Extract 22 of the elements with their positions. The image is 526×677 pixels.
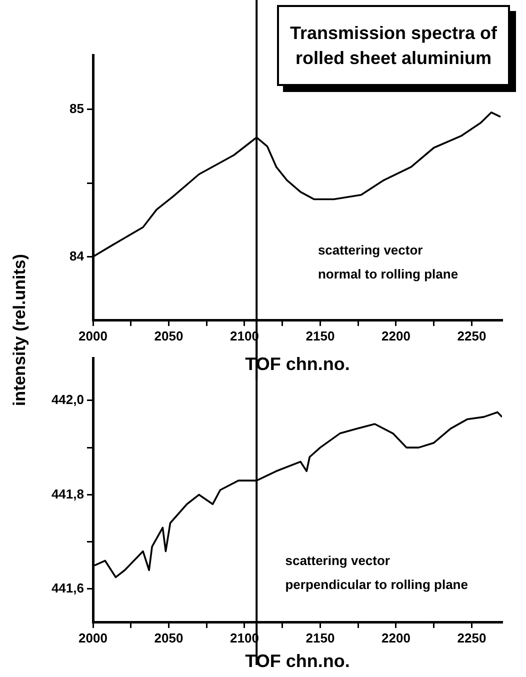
x-tick-label: 2200 [382,630,410,646]
annotation: scattering vector [318,242,423,258]
y-tick-label: 441,6 [51,580,84,596]
x-tick-label: 2000 [78,328,108,344]
x-tick-label: 2000 [78,630,108,646]
chart-title: Transmission spectra of rolled sheet aluminium [277,5,510,86]
x-tick-label: 2150 [306,328,335,344]
x-axis-title: TOF chn.no. [245,651,350,672]
annotation: normal to rolling plane [318,266,458,282]
y-tick-label: 441,8 [51,486,84,502]
x-tick-label: 2250 [457,328,486,344]
y-axis-title: intensity (rel.units) [10,254,30,406]
y-tick-label: 85 [70,101,84,116]
annotation: perpendicular to rolling plane [285,576,468,592]
x-tick-label: 2250 [457,630,486,646]
x-tick-label: 2200 [382,328,410,344]
y-tick-label: 442,0 [51,392,84,408]
y-tick-label: 84 [70,248,85,264]
x-tick-label: 2050 [154,328,184,344]
annotation: scattering vector [285,552,390,568]
x-tick-label: 2050 [154,630,184,646]
x-tick-label: 2150 [306,630,335,646]
